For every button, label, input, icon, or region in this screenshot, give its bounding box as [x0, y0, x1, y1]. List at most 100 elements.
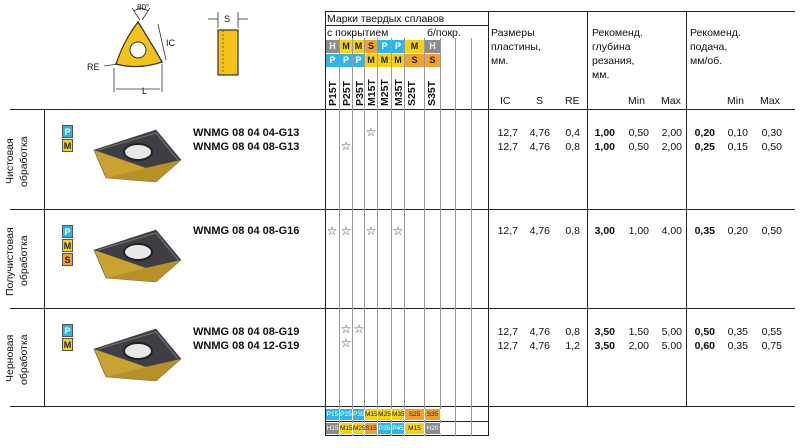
- value-ic: 12,7: [497, 225, 518, 237]
- iso-cell: S: [405, 54, 424, 67]
- grade-divider: [339, 38, 340, 436]
- iso-cell: P: [378, 40, 391, 53]
- value-d-max: 2,00: [661, 141, 682, 153]
- value-s: 4,76: [529, 127, 550, 139]
- depth-title-3: резания,: [592, 55, 635, 67]
- value-d-rec: 3,50: [594, 326, 615, 338]
- value-re: 0,8: [565, 326, 580, 338]
- value-f-min: 0,35: [727, 340, 748, 352]
- iso-cell: M: [378, 54, 391, 67]
- col-min-feed: Min: [727, 95, 744, 107]
- col-min: Min: [628, 95, 645, 107]
- recommended-star-icon: ☆: [365, 224, 377, 238]
- grade-m25t: M25T: [379, 79, 391, 106]
- value-re: 1,2: [565, 340, 580, 352]
- value-d-rec: 1,00: [594, 127, 615, 139]
- size-title: Размеры: [491, 27, 535, 39]
- recommended-star-icon: ☆: [326, 224, 338, 238]
- size-title-3: мм.: [491, 55, 509, 67]
- iso-cell: M: [340, 40, 352, 53]
- value-f-min: 0,20: [727, 225, 748, 237]
- footer-grade-cell: H20: [425, 423, 441, 434]
- insert-photo: [93, 129, 182, 183]
- iso-badge: P: [62, 324, 73, 337]
- value-d-min: 0,50: [628, 127, 649, 139]
- value-d-rec: 3,00: [594, 225, 615, 237]
- insert-code: WNMG 08 04 08-G19: [193, 326, 300, 338]
- iso-cell: H: [425, 40, 440, 53]
- footer-grade-cell: P25: [340, 409, 353, 420]
- footer-grade-cell: M25: [353, 423, 366, 434]
- section-label: обработка: [18, 135, 30, 187]
- iso-cell: M: [392, 54, 404, 67]
- iso-badge: M: [62, 139, 73, 152]
- value-f-rec: 0,60: [694, 340, 715, 352]
- grade-s35t: S35T: [426, 80, 438, 106]
- value-f-rec: 0,35: [694, 225, 715, 237]
- depth-title-4: мм.: [592, 69, 610, 81]
- footer-grade-cell: M15: [405, 423, 425, 434]
- grade-divider: [424, 38, 425, 436]
- grade-divider: [377, 38, 378, 436]
- coated-label: с покрытием: [327, 27, 389, 39]
- value-f-rec: 0,20: [694, 127, 715, 139]
- value-ic: 12,7: [497, 326, 518, 338]
- footer-grade-cell: M35: [392, 409, 405, 420]
- section-label: Черновая: [4, 334, 16, 383]
- value-d-rec: 3,50: [594, 340, 615, 352]
- insert-side-view-drawing: [208, 12, 248, 76]
- grade-divider: [404, 38, 405, 436]
- iso-badge: P: [62, 225, 73, 238]
- iso-badge: S: [62, 253, 73, 266]
- col-s: S: [536, 95, 544, 107]
- value-ic: 12,7: [497, 127, 518, 139]
- col-max-feed: Max: [760, 95, 780, 107]
- value-d-max: 4,00: [661, 225, 682, 237]
- grade-s25t: S25T: [406, 80, 418, 106]
- iso-cell: S: [425, 54, 440, 67]
- recommended-star-icon: ☆: [353, 322, 365, 336]
- feed-title-2: подача,: [690, 41, 728, 53]
- iso-cell: M: [405, 40, 424, 53]
- value-re: 0,8: [565, 141, 580, 153]
- value-d-min: 0,50: [628, 141, 649, 153]
- ic-label: IC: [166, 38, 175, 48]
- value-f-max: 0,50: [761, 141, 782, 153]
- insert-code: WNMG 08 04 12-G19: [193, 340, 300, 352]
- value-d-min: 1,00: [628, 225, 649, 237]
- recommended-star-icon: ☆: [340, 322, 352, 336]
- value-s: 4,76: [529, 141, 550, 153]
- grade-divider: [391, 38, 392, 436]
- iso-cell: M: [353, 40, 364, 53]
- iso-badge: M: [62, 338, 73, 351]
- grade-divider: [471, 38, 472, 436]
- section-label: обработка: [18, 235, 30, 286]
- l-label: L: [142, 86, 148, 96]
- footer-grade-cell: P35: [353, 409, 365, 420]
- insert-code: WNMG 08 04 08-G13: [193, 141, 300, 153]
- grade-divider: [364, 38, 365, 436]
- recommended-star-icon: ☆: [340, 139, 352, 153]
- value-f-max: 0,50: [761, 225, 782, 237]
- insert-geometry-drawing: [103, 7, 167, 92]
- value-f-max: 0,30: [761, 127, 782, 139]
- iso-cell: S: [365, 40, 377, 53]
- value-f-min: 0,15: [727, 141, 748, 153]
- value-f-max: 0,75: [761, 340, 782, 352]
- grade-p15t: P15T: [327, 80, 339, 106]
- value-re: 0,4: [565, 127, 580, 139]
- value-f-min: 0,10: [727, 127, 748, 139]
- value-f-max: 0,55: [761, 326, 782, 338]
- iso-cell: P: [392, 40, 404, 53]
- insert-photo: [93, 229, 182, 283]
- insert-code: WNMG 08 04 04-G13: [193, 127, 300, 139]
- section-label: Чистовая: [4, 138, 16, 185]
- angle-label: 80°: [137, 3, 150, 12]
- value-f-min: 0,35: [727, 326, 748, 338]
- recommended-star-icon: ☆: [392, 224, 404, 238]
- iso-badge: M: [62, 239, 73, 252]
- section-label: обработка: [18, 333, 30, 385]
- footer-grade-cell: P35: [378, 423, 392, 434]
- grades-title: Марки твердых сплавов: [327, 13, 445, 25]
- grade-divider: [440, 38, 441, 436]
